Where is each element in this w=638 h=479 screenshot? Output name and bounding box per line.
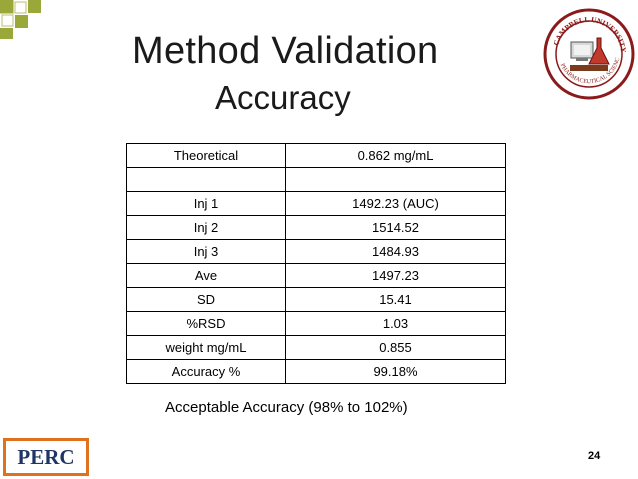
row-label-cell: weight mg/mL	[126, 335, 286, 360]
perc-logo: PERC	[3, 438, 89, 476]
row-value-cell: 15.41	[285, 287, 506, 312]
row-label-cell: Theoretical	[126, 143, 286, 168]
row-value-cell: 0.855	[285, 335, 506, 360]
row-label-cell	[126, 167, 286, 192]
row-value-cell	[285, 167, 506, 192]
row-value-cell: 1484.93	[285, 239, 506, 264]
row-label-cell: %RSD	[126, 311, 286, 336]
row-value-cell: 0.862 mg/mL	[285, 143, 506, 168]
table-row: Inj 3 1484.93	[126, 239, 506, 264]
table-row: %RSD 1.03	[126, 311, 506, 336]
university-seal-icon: CAMPBELL UNIVERSITY PHARMACEUTICAL SCIEN…	[543, 8, 635, 100]
table-row: Accuracy % 99.18%	[126, 359, 506, 384]
row-label-cell: Ave	[126, 263, 286, 288]
table-row: Theoretical 0.862 mg/mL	[126, 143, 506, 168]
slide-title: Method Validation	[132, 30, 439, 72]
acceptance-criteria-note: Acceptable Accuracy (98% to 102%)	[165, 399, 408, 416]
page-number: 24	[588, 450, 601, 462]
slide-subtitle: Accuracy	[215, 79, 351, 116]
row-value-cell: 1497.23	[285, 263, 506, 288]
row-label-cell: Accuracy %	[126, 359, 286, 384]
perc-logo-text: PERC	[17, 444, 75, 469]
row-label-cell: Inj 1	[126, 191, 286, 216]
table-row: Inj 1 1492.23 (AUC)	[126, 191, 506, 216]
checkerboard-decoration	[0, 0, 41, 39]
table-row	[126, 167, 506, 192]
table-row: Inj 2 1514.52	[126, 215, 506, 240]
table-row: SD 15.41	[126, 287, 506, 312]
row-label-cell: Inj 3	[126, 239, 286, 264]
table-row: weight mg/mL 0.855	[126, 335, 506, 360]
row-value-cell: 99.18%	[285, 359, 506, 384]
accuracy-table: Theoretical 0.862 mg/mL Inj 1 1492.23 (AUC)…	[126, 143, 506, 384]
row-value-cell: 1.03	[285, 311, 506, 336]
row-value-cell: 1514.52	[285, 215, 506, 240]
row-label-cell: Inj 2	[126, 215, 286, 240]
row-value-cell: 1492.23 (AUC)	[285, 191, 506, 216]
row-label-cell: SD	[126, 287, 286, 312]
table-row: Ave 1497.23	[126, 263, 506, 288]
